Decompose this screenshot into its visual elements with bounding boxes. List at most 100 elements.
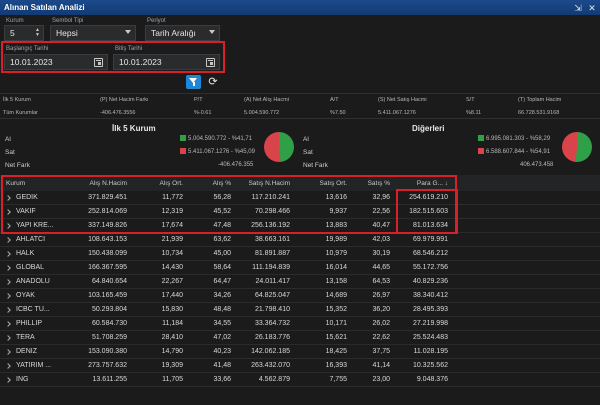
spin-arrows-icon[interactable]: ▲ ▼ <box>35 27 40 38</box>
divider <box>0 93 600 94</box>
summary-value: 5.411.067.1276 <box>378 110 416 116</box>
table-cell: 11.028.195 <box>413 348 448 355</box>
kurum-cell: TERA <box>0 334 74 341</box>
table-row[interactable]: HALK 150.438.099 10,734 45,00 81.891.887 10,9… <box>0 247 600 261</box>
periyot-label: Periyot <box>147 18 166 24</box>
sell-legend-swatch <box>478 148 484 154</box>
table-row[interactable]: DENIZ 153.090.380 14,790 40,23 142.062.185 18… <box>0 345 600 359</box>
kurum-name: ANADOLU <box>16 278 50 285</box>
table-row[interactable]: GEDIK 371.829.451 11,772 56,28 117.210.241 13… <box>0 191 600 205</box>
calendar-icon[interactable] <box>94 58 103 67</box>
kurum-cell: YAPI KRE... <box>0 222 74 229</box>
end-date-value: 10.01.2023 <box>119 57 162 67</box>
calendar-icon[interactable] <box>206 58 215 67</box>
table-cell: 27.219.998 <box>412 320 448 327</box>
column-header-satis-ort[interactable]: Satış Ort. <box>319 179 347 187</box>
refresh-icon[interactable]: ⟳ <box>208 76 218 88</box>
table-cell: 4.562.879 <box>258 376 290 383</box>
column-header-alis-hacim[interactable]: Alış N.Hacim <box>89 179 127 187</box>
chevron-right-icon[interactable] <box>5 362 11 369</box>
chevron-down-icon <box>209 30 215 34</box>
kurum-cell: ING <box>0 376 74 383</box>
table-row[interactable]: ANADOLU 64.840.654 22,267 64,47 24.011.417 13… <box>0 275 600 289</box>
column-header-kurum[interactable]: Kurum <box>6 179 26 187</box>
summary-header: (T) Toplam Hacim <box>518 97 562 103</box>
column-header-satis-hacim[interactable]: Satış N.Hacim <box>248 179 290 187</box>
summary-value: 5.004.590.772 <box>244 110 280 116</box>
table-cell: 166.367.595 <box>88 264 127 271</box>
table-row[interactable]: TERA 51.708.259 28,410 47,02 26.183.776 15,62… <box>0 331 600 345</box>
table-cell: 47,02 <box>213 334 231 341</box>
table-row[interactable]: PHILLIP 60.584.730 11,184 34,55 33.364.732 10… <box>0 317 600 331</box>
table-cell: 103.165.459 <box>88 292 127 299</box>
table-cell: 14,689 <box>325 292 347 299</box>
kurum-cell: ICBC TU... <box>0 306 74 313</box>
chevron-right-icon[interactable] <box>5 264 11 271</box>
table-cell: 64,47 <box>213 278 231 285</box>
start-date-field[interactable]: 10.01.2023 <box>4 54 108 70</box>
table-row[interactable]: ICBC TU... 50.293.804 15,830 48,48 21.798.41… <box>0 303 600 317</box>
kurum-cell: AHLATCI <box>0 236 74 243</box>
table-row[interactable]: GLOBAL 166.367.595 14,430 58,64 111.194.839 1… <box>0 261 600 275</box>
kurum-count-stepper[interactable]: 5 ▲ ▼ <box>4 25 44 41</box>
filter-button[interactable] <box>186 75 201 89</box>
others-buy-value: 6.995.081.303 - %58,29 <box>478 135 550 142</box>
table-cell: 117.210.241 <box>251 194 290 201</box>
table-row[interactable]: ING 13.611.255 11,705 33,66 4.562.879 7,755 23… <box>0 373 600 387</box>
table-row[interactable]: OYAK 103.165.459 17,440 34,26 64.825.047 14,6… <box>0 289 600 303</box>
popout-icon[interactable]: ⇲ <box>574 2 582 13</box>
chevron-right-icon[interactable] <box>5 250 11 257</box>
column-header-satis-pct[interactable]: Satış % <box>367 179 390 187</box>
table-cell: 63,62 <box>213 236 231 243</box>
start-date-value: 10.01.2023 <box>10 57 53 67</box>
table-cell: 26,97 <box>372 292 390 299</box>
top5-pie-chart <box>264 132 294 162</box>
table-cell: 142.062.185 <box>251 348 290 355</box>
kurum-label: Kurum <box>6 18 24 24</box>
summary-value: %-0.61 <box>194 110 212 116</box>
table-cell: 337.149.826 <box>88 222 127 229</box>
table-cell: 13,883 <box>325 222 347 229</box>
chevron-right-icon[interactable] <box>5 292 11 299</box>
sembol-tipi-select[interactable]: Hepsi <box>50 25 136 41</box>
chevron-right-icon[interactable] <box>5 278 11 285</box>
periyot-select[interactable]: Tarih Aralığı <box>145 25 220 41</box>
chevron-right-icon[interactable] <box>5 236 11 243</box>
chevron-right-icon[interactable] <box>5 334 11 341</box>
table-cell: 64,53 <box>372 278 390 285</box>
table-cell: 40.829.236 <box>412 278 448 285</box>
table-cell: 58,64 <box>213 264 231 271</box>
table-cell: 371.829.451 <box>88 194 127 201</box>
table-header-row: Kurum Alış N.Hacim Alış Ort. Alış % Satı… <box>0 175 600 191</box>
table-cell: 111.194.839 <box>252 264 290 271</box>
table-cell: 15,621 <box>325 334 347 341</box>
column-header-para-giris[interactable]: Para G... ↓ <box>416 179 448 187</box>
chevron-right-icon[interactable] <box>5 348 11 355</box>
column-header-alis-ort[interactable]: Alış Ort. <box>159 179 183 187</box>
chevron-right-icon[interactable] <box>5 376 11 383</box>
kurum-cell: HALK <box>0 250 74 257</box>
column-header-alis-pct[interactable]: Alış % <box>212 179 231 187</box>
kurum-cell: OYAK <box>0 292 74 299</box>
table-row[interactable]: VAKIF 252.814.069 12,319 45,52 70.298.466 9,9… <box>0 205 600 219</box>
table-cell: 10.325.562 <box>412 362 448 369</box>
table-cell: 21.798.410 <box>254 306 290 313</box>
table-cell: 254.619.210 <box>409 194 448 201</box>
table-row[interactable]: YATIRIM ... 273.757.632 19,309 41,48 263.432… <box>0 359 600 373</box>
chevron-right-icon[interactable] <box>5 320 11 327</box>
kurum-name: YATIRIM ... <box>16 362 52 369</box>
summary-header: P/T <box>194 97 203 103</box>
table-cell: 81.013.634 <box>412 222 448 229</box>
table-cell: 28,410 <box>161 334 183 341</box>
table-cell: 30,19 <box>372 250 390 257</box>
chevron-right-icon[interactable] <box>5 306 11 313</box>
kurum-name: VAKIF <box>16 208 36 215</box>
end-date-field[interactable]: 10.01.2023 <box>113 54 220 70</box>
summary-value: %8.11 <box>466 110 482 116</box>
table-row[interactable]: AHLATCI 108.643.153 21,939 63,62 38.663.161 1… <box>0 233 600 247</box>
close-icon[interactable]: ✕ <box>588 2 596 13</box>
table-cell: 41,48 <box>213 362 231 369</box>
table-cell: 40,23 <box>213 348 231 355</box>
summary-value: Tüm Kurumlar <box>3 110 38 116</box>
table-cell: 9,937 <box>329 208 347 215</box>
